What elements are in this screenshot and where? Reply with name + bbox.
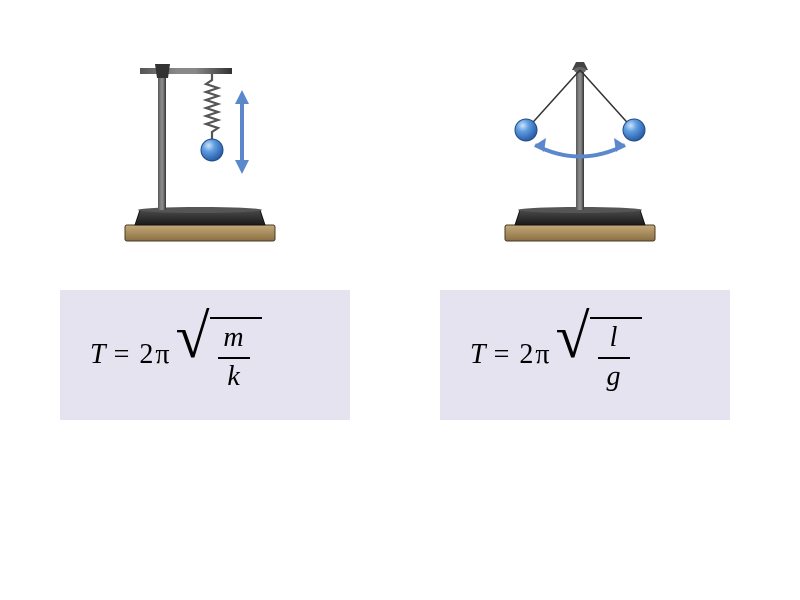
spring-icon: [206, 74, 218, 140]
equals-sign: =: [494, 339, 510, 371]
stand-rod: [158, 70, 166, 210]
motion-arrow-up: [235, 90, 249, 104]
denominator: g: [607, 362, 621, 393]
formula-lhs: T: [90, 339, 106, 371]
pendulum-svg: [480, 50, 680, 250]
coef-two: 2: [139, 339, 153, 371]
fraction-bar: [218, 357, 250, 359]
coef-two: 2: [519, 339, 533, 371]
base-wood: [505, 225, 655, 241]
equals-sign: =: [114, 339, 130, 371]
bob-right: [623, 119, 645, 141]
string-left: [526, 70, 580, 130]
formula-lhs: T: [470, 339, 486, 371]
pi-symbol: π: [155, 339, 169, 371]
platform-top: [138, 207, 262, 213]
pi-symbol: π: [535, 339, 549, 371]
denominator: k: [227, 362, 239, 393]
crossbar: [140, 68, 232, 74]
spring-mass-diagram: [100, 50, 300, 250]
spring-period-formula: T = 2 π √ m k: [60, 290, 350, 420]
fraction-bar: [598, 357, 630, 359]
sqrt-radical-icon: √: [176, 311, 210, 364]
clamp: [155, 64, 170, 78]
sqrt-argument: l g: [590, 317, 642, 393]
numerator: m: [223, 323, 243, 354]
sqrt-argument: m k: [210, 317, 262, 393]
motion-arrow-down: [235, 160, 249, 174]
numerator: l: [610, 323, 618, 354]
stand-rod: [576, 70, 584, 210]
pendulum-period-formula: T = 2 π √ l g: [440, 290, 730, 420]
mass-bob: [201, 139, 223, 161]
spring-mass-svg: [100, 50, 300, 250]
sqrt-container: √ m k: [176, 317, 262, 393]
bob-left: [515, 119, 537, 141]
sqrt-radical-icon: √: [556, 311, 590, 364]
base-wood: [125, 225, 275, 241]
sqrt-container: √ l g: [556, 317, 642, 393]
string-right: [580, 70, 634, 130]
pendulum-diagram: [480, 50, 680, 250]
